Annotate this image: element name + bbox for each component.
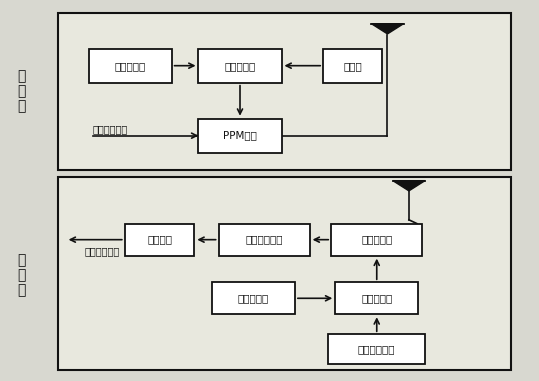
Bar <box>58 177 511 370</box>
Text: 序列发生器: 序列发生器 <box>238 293 269 303</box>
Bar <box>198 49 281 83</box>
Bar <box>331 224 423 256</box>
Text: 二进制数据流: 二进制数据流 <box>85 246 120 256</box>
Text: 序列发生器: 序列发生器 <box>114 61 146 71</box>
Text: 帧时钟: 帧时钟 <box>343 61 362 71</box>
Bar <box>218 224 310 256</box>
Text: 接
收
机: 接 收 机 <box>18 253 26 298</box>
Bar <box>328 334 425 365</box>
Bar <box>212 282 295 314</box>
Polygon shape <box>371 24 404 34</box>
Text: 发
射
机: 发 射 机 <box>18 69 26 114</box>
Bar <box>335 282 418 314</box>
Bar <box>88 49 171 83</box>
Bar <box>198 118 281 153</box>
Text: 信号发生器: 信号发生器 <box>361 293 392 303</box>
Text: PPM调制: PPM调制 <box>223 131 257 141</box>
Text: 判决输出: 判决输出 <box>147 235 172 245</box>
Text: 二进制数据流: 二进制数据流 <box>93 124 128 134</box>
Bar <box>58 13 511 170</box>
Text: 同步时钟信号: 同步时钟信号 <box>358 344 396 354</box>
Bar <box>323 49 382 83</box>
Text: 脉冲数积分器: 脉冲数积分器 <box>245 235 283 245</box>
Text: 脉冲相关器: 脉冲相关器 <box>361 235 392 245</box>
Bar <box>125 224 195 256</box>
Polygon shape <box>393 181 425 191</box>
Text: 脉冲发生器: 脉冲发生器 <box>224 61 255 71</box>
